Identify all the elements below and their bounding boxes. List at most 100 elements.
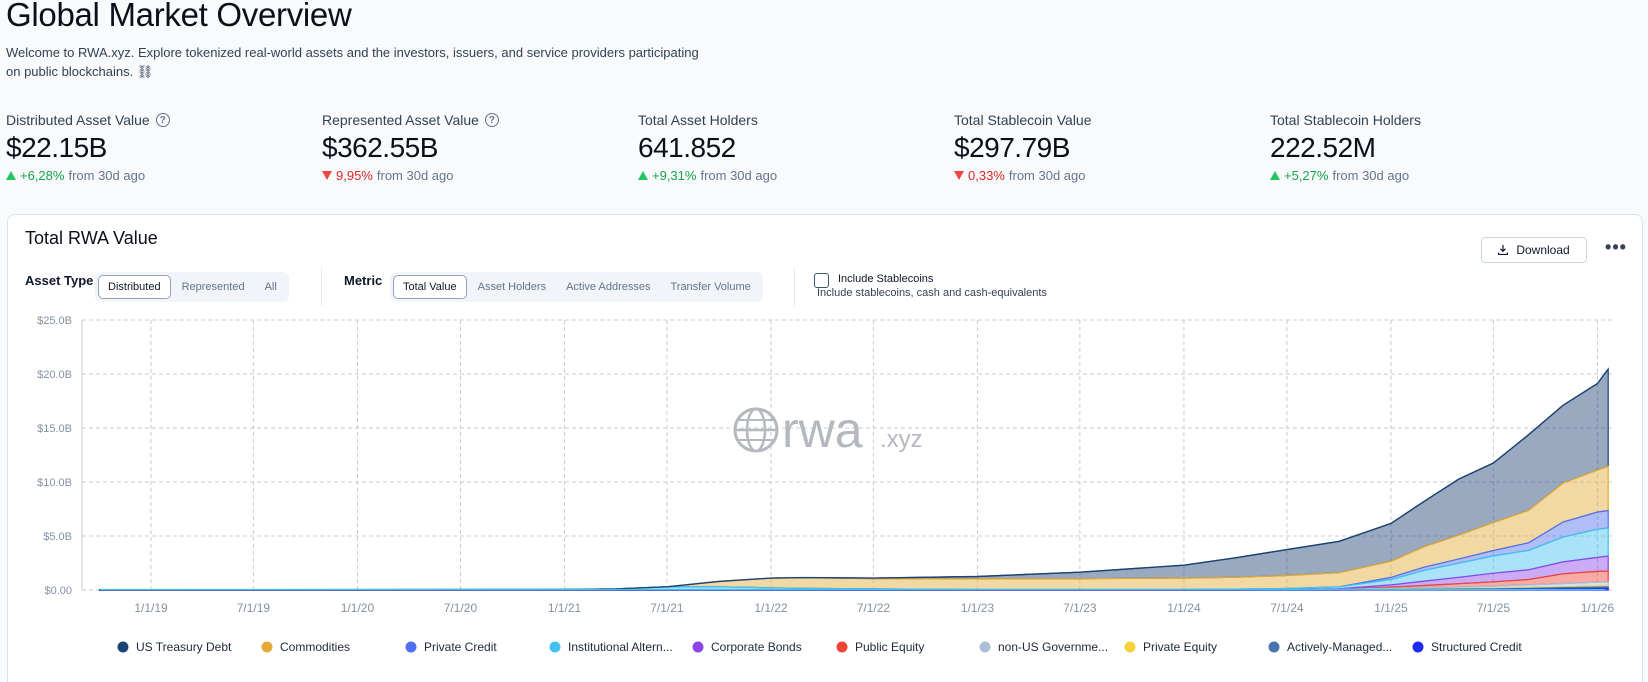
download-button[interactable]: Download xyxy=(1481,237,1587,263)
legend-swatch xyxy=(692,641,704,653)
stat-change-suffix: from 30d ago xyxy=(700,168,778,183)
legend-swatch xyxy=(405,641,417,653)
stat-label-text: Total Stablecoin Value xyxy=(954,112,1092,128)
triangle-down-icon xyxy=(322,171,332,180)
stat-change-value: +9,31% xyxy=(652,168,697,183)
total-top-line xyxy=(98,368,1609,591)
stat-change-value: +6,28% xyxy=(20,168,65,183)
legend-label: Public Equity xyxy=(855,640,924,654)
x-tick-label: 1/1/22 xyxy=(754,601,788,615)
triangle-up-icon xyxy=(1270,171,1280,180)
asset-type-tab-distributed[interactable]: Distributed xyxy=(98,275,171,299)
y-tick-label: $5.0B xyxy=(43,531,72,543)
triangle-up-icon xyxy=(638,171,648,180)
x-tick-label: 7/1/22 xyxy=(857,601,891,615)
legend-label: US Treasury Debt xyxy=(136,640,232,654)
y-tick-label: $20.0B xyxy=(37,369,72,381)
include-stablecoins-description: Include stablecoins, cash and cash-equiv… xyxy=(817,287,1047,299)
include-stablecoins-checkbox[interactable] xyxy=(814,273,829,288)
metric-tab-asset-holders[interactable]: Asset Holders xyxy=(477,281,547,293)
download-label: Download xyxy=(1516,243,1570,257)
legend-label: Structured Credit xyxy=(1431,640,1522,654)
watermark-text: rwa xyxy=(782,402,863,458)
include-stablecoins-label: Include Stablecoins xyxy=(838,273,934,285)
stat-change: 0,33% from 30d ago xyxy=(954,168,1274,183)
x-tick-label: 7/1/20 xyxy=(444,601,478,615)
x-tick-label: 7/1/19 xyxy=(237,601,271,615)
rwa-watermark: rwa .xyz xyxy=(733,402,923,458)
asset-type-label: Asset Type xyxy=(25,273,94,288)
card-title: Total RWA Value xyxy=(25,228,158,248)
divider xyxy=(794,268,795,306)
stat-change-suffix: from 30d ago xyxy=(1332,168,1410,183)
stat-change-value: +5,27% xyxy=(1284,168,1329,183)
x-tick-label: 1/1/20 xyxy=(341,601,375,615)
x-tick-label: 1/1/24 xyxy=(1167,601,1201,615)
legend-label: Commodities xyxy=(280,640,350,654)
x-tick-label: 1/1/21 xyxy=(548,601,582,615)
x-tick-label: 1/1/26 xyxy=(1581,601,1615,615)
asset-type-tab-all[interactable]: All xyxy=(264,281,277,293)
chart-axes: $0.00 $5.0B $10.0B $15.0B $20.0B $25.0B 1/1/19… xyxy=(37,315,1614,615)
stat-change-value: 0,33% xyxy=(968,168,1005,183)
stat-card: Distributed Asset Value? $22.15B +6,28% fro… xyxy=(6,112,326,183)
stat-label: Total Asset Holders xyxy=(638,112,958,128)
watermark-suffix: .xyz xyxy=(880,426,923,453)
stat-card: Total Stablecoin Value $297.79B 0,33% from … xyxy=(954,112,1274,183)
metric-tab-transfer-volume[interactable]: Transfer Volume xyxy=(670,281,751,293)
stat-change: 9,95% from 30d ago xyxy=(322,168,642,183)
metric-label: Metric xyxy=(344,273,383,288)
page-title: Global Market Overview xyxy=(6,0,352,33)
legend-swatch xyxy=(261,641,273,653)
legend-label: Private Equity xyxy=(1143,640,1217,654)
more-options-button[interactable]: ••• xyxy=(1605,237,1627,257)
metric-tab-active-addresses[interactable]: Active Addresses xyxy=(566,281,651,293)
y-tick-label: $15.0B xyxy=(37,423,72,435)
y-tick-label: $0.00 xyxy=(44,585,72,597)
x-tick-label: 7/1/23 xyxy=(1063,601,1097,615)
x-tick-label: 7/1/25 xyxy=(1477,601,1511,615)
legend-label: Institutional Altern... xyxy=(568,640,673,654)
stat-change-value: 9,95% xyxy=(336,168,373,183)
help-circle-icon[interactable]: ? xyxy=(155,113,170,127)
stat-label: Total Stablecoin Holders xyxy=(1270,112,1590,128)
metric-tab-total-value[interactable]: Total Value xyxy=(393,275,467,299)
stat-value: $22.15B xyxy=(6,132,107,163)
stat-card: Total Stablecoin Holders 222.52M +5,27% fro… xyxy=(1270,112,1590,183)
stat-label-text: Total Stablecoin Holders xyxy=(1270,112,1421,128)
asset-type-tab-represented[interactable]: Represented xyxy=(181,281,245,293)
stat-value: 641.852 xyxy=(638,132,736,163)
divider xyxy=(321,268,322,306)
legend-label: Private Credit xyxy=(424,640,497,654)
stat-change: +9,31% from 30d ago xyxy=(638,168,958,183)
x-tick-label: 1/1/23 xyxy=(961,601,995,615)
x-tick-label: 1/1/19 xyxy=(134,601,168,615)
stat-card: Represented Asset Value? $362.55B 9,95% fro… xyxy=(322,112,642,183)
asset-type-segmented: Distributed Represented All xyxy=(95,272,289,302)
stat-value: $297.79B xyxy=(954,132,1070,163)
metric-segmented: Total Value Asset Holders Active Addresses… xyxy=(390,272,763,302)
legend-swatch xyxy=(117,641,129,653)
legend-swatch xyxy=(1124,641,1136,653)
legend-swatch xyxy=(1412,641,1424,653)
stat-label: Represented Asset Value? xyxy=(322,112,642,128)
legend-label: non-US Governme... xyxy=(998,640,1108,654)
stat-label-text: Represented Asset Value xyxy=(322,112,479,128)
legend-label: Actively-Managed... xyxy=(1287,640,1392,654)
stat-label-text: Total Asset Holders xyxy=(638,112,758,128)
stat-label: Distributed Asset Value? xyxy=(6,112,326,128)
legend-swatch xyxy=(549,641,561,653)
y-tick-label: $10.0B xyxy=(37,477,72,489)
help-circle-icon[interactable]: ? xyxy=(484,113,499,127)
page-intro: Welcome to RWA.xyz. Explore tokenized re… xyxy=(6,45,699,79)
x-tick-label: 7/1/21 xyxy=(650,601,684,615)
download-icon xyxy=(1498,245,1509,255)
legend-swatch xyxy=(979,641,991,653)
stat-label-text: Distributed Asset Value xyxy=(6,112,150,128)
stat-change-suffix: from 30d ago xyxy=(1008,168,1086,183)
stat-change-suffix: from 30d ago xyxy=(376,168,454,183)
stat-value: $362.55B xyxy=(322,132,438,163)
stat-label: Total Stablecoin Value xyxy=(954,112,1274,128)
stat-change: +5,27% from 30d ago xyxy=(1270,168,1590,183)
